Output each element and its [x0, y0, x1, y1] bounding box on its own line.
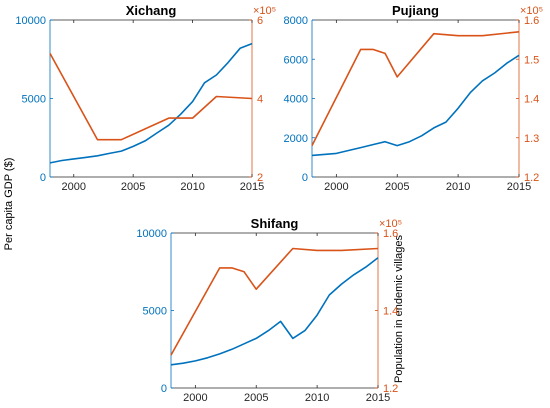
- right-tick-label: 6: [257, 15, 263, 27]
- right-tick-label: 1.2: [383, 383, 398, 395]
- x-tick-label: 2015: [507, 181, 531, 193]
- left-tick-label: 5000: [143, 306, 167, 318]
- gdp-series-line: [170, 257, 379, 366]
- left-tick-label: 5000: [22, 94, 46, 106]
- gdp-series-line: [311, 54, 520, 157]
- x-tick-label: 2000: [324, 181, 348, 193]
- left-tick-label: 10000: [15, 15, 46, 27]
- chart-title: Shifang: [251, 216, 299, 231]
- population-series-line: [170, 247, 379, 356]
- right-axis-multiplier: ×10⁵: [520, 5, 543, 17]
- right-tick-label: 2: [257, 172, 263, 184]
- x-tick-label: 2005: [121, 181, 145, 193]
- chart-pujiang: 2000 2005 2010 2015 0 2000 4000 6000 8000 1.2 1.3 1…: [284, 3, 544, 193]
- x-tick-label: 2015: [240, 181, 264, 193]
- right-tick-label: 4: [257, 94, 263, 106]
- left-tick-label: 4000: [284, 94, 308, 106]
- chart-title: Xichang: [126, 3, 177, 18]
- chart-xichang: 2000 2005 2010 2015 0 5000 10000 2 4 6×10⁵ Xichang: [15, 3, 276, 193]
- left-tick-label: 0: [40, 172, 46, 184]
- chart-shifang: 2000 2005 2010 2015 0 5000 10000 1.2 1.4 1.6×10⁵ S…: [136, 216, 402, 404]
- right-tick-label: 1.3: [524, 133, 539, 145]
- gdp-axis-label: Per capita GDP ($): [3, 158, 15, 251]
- right-tick-label: 1.6: [383, 228, 398, 240]
- left-tick-label: 0: [161, 383, 167, 395]
- x-tick-label: 2010: [446, 181, 470, 193]
- x-tick-label: 2000: [183, 392, 207, 404]
- left-tick-label: 6000: [284, 54, 308, 66]
- right-axis-multiplier: ×10⁵: [379, 218, 402, 230]
- left-tick-label: 8000: [284, 15, 308, 27]
- population-series-line: [49, 53, 253, 141]
- left-tick-label: 10000: [136, 228, 167, 240]
- right-axis-multiplier: ×10⁵: [253, 5, 276, 17]
- right-tick-label: 1.4: [383, 306, 398, 318]
- gdp-series-line: [49, 42, 253, 164]
- population-series-line: [311, 31, 520, 146]
- left-tick-label: 0: [302, 172, 308, 184]
- x-tick-label: 2000: [62, 181, 86, 193]
- x-tick-label: 2005: [385, 181, 409, 193]
- right-tick-label: 1.5: [524, 54, 539, 66]
- right-tick-label: 1.2: [524, 172, 539, 184]
- x-tick-label: 2005: [244, 392, 268, 404]
- left-tick-label: 2000: [284, 133, 308, 145]
- population-axis-label: Population in endemic villages: [393, 235, 405, 383]
- x-tick-label: 2015: [366, 392, 390, 404]
- chart-title: Pujiang: [392, 3, 439, 18]
- x-tick-label: 2010: [305, 392, 329, 404]
- right-tick-label: 1.4: [524, 94, 539, 106]
- x-tick-label: 2010: [180, 181, 204, 193]
- right-tick-label: 1.6: [524, 15, 539, 27]
